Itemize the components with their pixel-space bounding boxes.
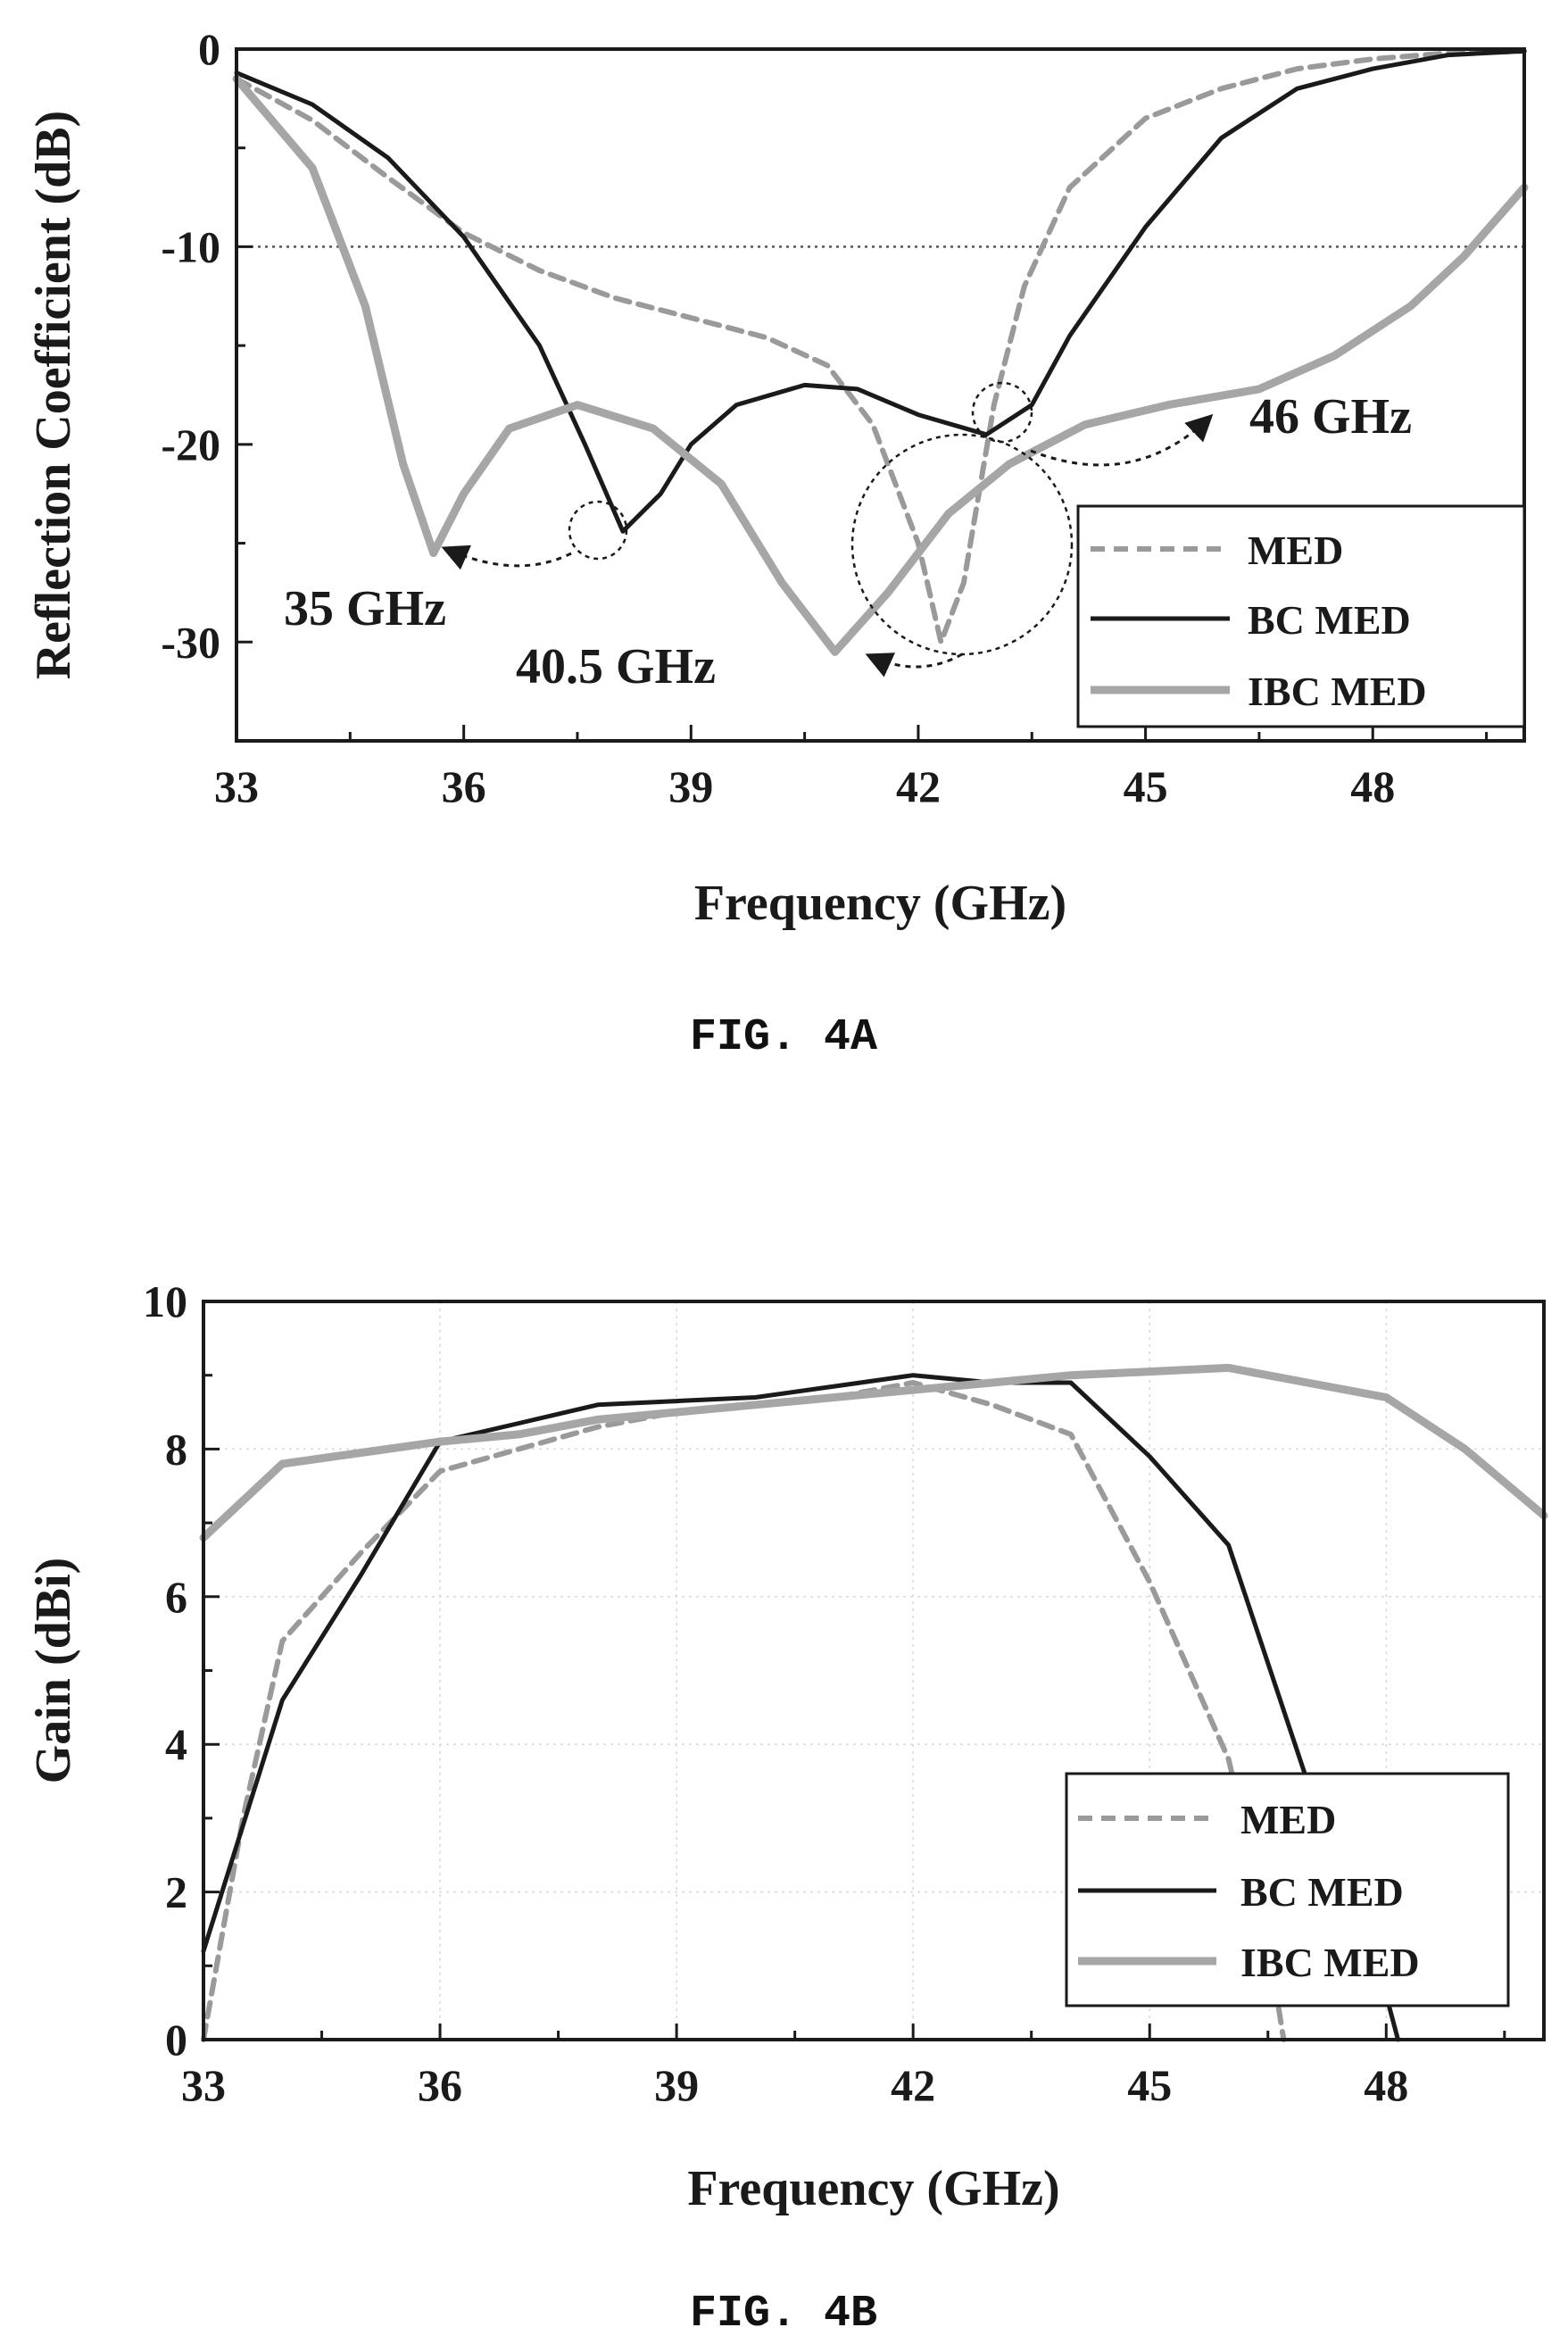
legend-bc-med-label: BC MED [1248, 597, 1411, 643]
chart-4b-series [199, 1363, 1548, 2042]
x-tick-label: 39 [668, 761, 713, 811]
chart-4a-y-tick-labels: 0 -10 -20 -30 [161, 24, 220, 667]
y-tick-label: 4 [165, 1719, 187, 1769]
chart-4a-plot-frame [235, 47, 1526, 743]
series-med-line [234, 48, 1527, 645]
annotation-40-5ghz: 40.5 GHz [516, 639, 716, 694]
chart-4a-y-axis-title: Reflection Coefficient (dB) [26, 111, 81, 680]
chart-4b-x-axis-title: Frequency (GHz) [687, 2161, 1059, 2216]
y-tick-label: 2 [165, 1867, 187, 1917]
chart-4a: 33 36 39 42 45 48 0-10-20-30 Frequency (GHz) … [26, 24, 1529, 1063]
figure-4b-caption: FIG. 4B [690, 2289, 877, 2340]
y-tick-label: 0 [198, 24, 220, 74]
x-tick-label: 42 [896, 761, 941, 811]
annotation-circle-43ghz [971, 381, 1033, 444]
figure-4a-caption: FIG. 4A [690, 1012, 877, 1063]
annotation-arrow-46ghz [1030, 413, 1214, 467]
chart-4a-series [232, 48, 1529, 656]
chart-4b-ticks [202, 1300, 1506, 2041]
chart-4a-legend: MED BC MED IBC MED [1076, 504, 1526, 728]
y-tick-label: -30 [161, 617, 220, 667]
y-tick-label: -20 [161, 420, 220, 470]
annotation-35ghz: 35 GHz [284, 581, 446, 636]
series-ibc-med-line [232, 74, 1529, 656]
series-bc-med-line [201, 1373, 1400, 2042]
x-tick-label: 48 [1350, 761, 1395, 811]
annotation-circle-38ghz [568, 500, 628, 561]
x-tick-label: 36 [418, 2060, 462, 2110]
chart-4b-y-axis-title: Gain (dBi) [26, 1558, 81, 1784]
y-tick-label: 0 [165, 2015, 187, 2065]
series-bc-med-line [234, 48, 1527, 534]
x-tick-label: 33 [181, 2060, 226, 2110]
legend-med-label: MED [1248, 528, 1343, 573]
annotation-circle-large [850, 433, 1074, 656]
x-tick-label: 45 [1124, 761, 1168, 811]
chart-4b: 33 36 39 42 45 48 0 2 4 6 8 10 Frequency (GHz) Gai… [26, 1276, 1548, 2340]
chart-4a-x-axis-title: Frequency (GHz) [694, 876, 1066, 931]
annotation-arrow-35ghz [441, 544, 572, 570]
y-tick-label: 10 [143, 1276, 187, 1326]
legend-ibc-med-label: IBC MED [1248, 669, 1427, 714]
legend-bc-med-label: BC MED [1240, 1869, 1404, 1915]
y-tick-label: 6 [165, 1572, 187, 1622]
chart-4b-y-tick-labels: 0 2 4 6 8 10 [143, 1276, 187, 2065]
y-tick-label: 8 [165, 1424, 187, 1474]
chart-4a-annotations: 35 GHz 40.5 GHz 46 GHz [284, 381, 1412, 694]
x-tick-label: 45 [1127, 2060, 1172, 2110]
chart-4b-legend: MED BC MED IBC MED [1065, 1772, 1510, 2007]
x-tick-label: 39 [654, 2060, 699, 2110]
series-ibc-med-line [199, 1363, 1548, 1542]
legend-med-label: MED [1240, 1797, 1336, 1842]
chart-4a-x-tick-labels: 33 36 39 42 45 48 [214, 761, 1395, 811]
x-tick-label: 48 [1364, 2060, 1408, 2110]
y-tick-label: -10 [161, 221, 220, 271]
annotation-46ghz: 46 GHz [1249, 389, 1412, 445]
x-tick-label: 36 [442, 761, 486, 811]
annotation-arrow-40-5ghz [865, 652, 963, 677]
x-tick-label: 33 [214, 761, 259, 811]
chart-4b-x-tick-labels: 33 36 39 42 45 48 [181, 2060, 1408, 2110]
legend-ibc-med-label: IBC MED [1240, 1940, 1420, 1985]
x-tick-label: 42 [891, 2060, 935, 2110]
